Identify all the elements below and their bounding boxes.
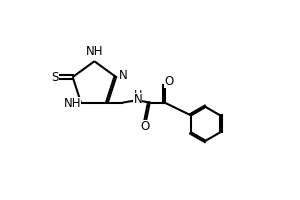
Text: S: S [52, 71, 59, 84]
Text: N: N [119, 69, 128, 82]
Text: O: O [164, 75, 174, 88]
Text: NH: NH [64, 97, 81, 110]
Text: NH: NH [85, 45, 103, 58]
Text: H: H [134, 90, 142, 100]
Text: O: O [140, 120, 150, 133]
Text: N: N [134, 93, 142, 106]
